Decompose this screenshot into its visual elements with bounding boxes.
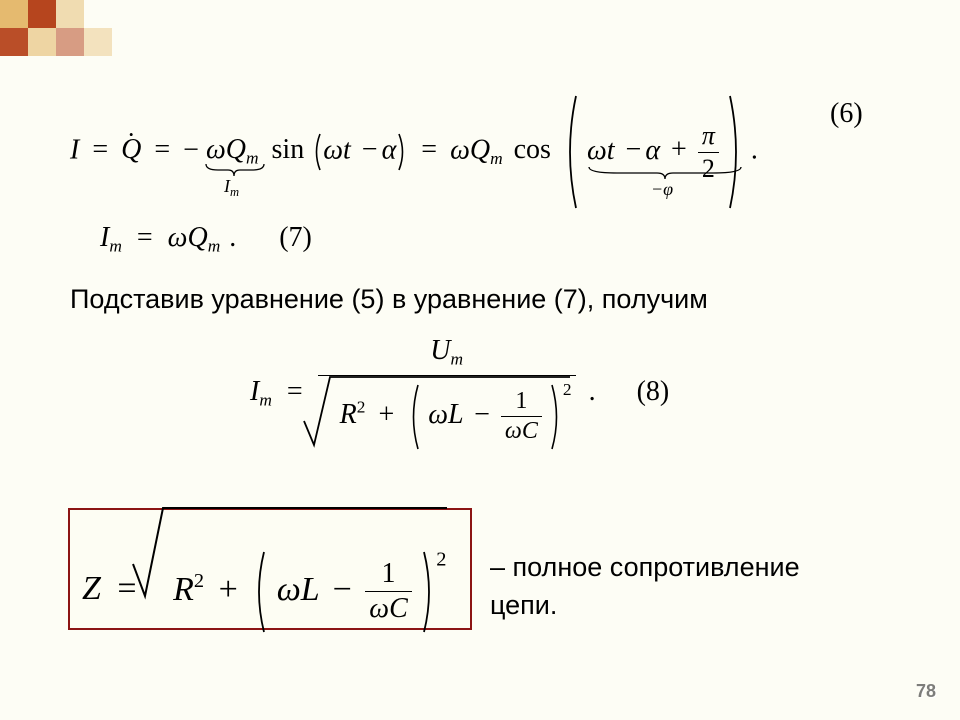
letter-t: t (607, 134, 615, 165)
omega: ω (323, 134, 343, 165)
cos: cos (514, 134, 551, 165)
letter-i: I (250, 376, 259, 407)
omega: ω (450, 134, 470, 165)
paren-group-small: ωt −α (311, 132, 408, 172)
letter-q: Q (187, 222, 207, 253)
equals-sign: = (137, 222, 153, 253)
subscript-m: m (490, 149, 503, 168)
dot-accent: • (129, 128, 133, 143)
equation-7: Im = ωQm . (7) (100, 222, 312, 257)
letter-i: I (100, 222, 109, 253)
right-paren-icon (396, 132, 408, 172)
letter-q: Q (226, 134, 246, 165)
minus-sign: − (183, 134, 199, 165)
omega: ω (206, 134, 226, 165)
right-big-paren-icon (726, 92, 744, 212)
left-big-paren-icon (562, 92, 580, 212)
equals-sign: = (421, 134, 437, 165)
period: . (751, 134, 758, 165)
sqrt-group: R2 + ωL − 1 ωC 2 (153, 548, 446, 635)
equals-sign: = (92, 134, 108, 165)
subscript-m: m (259, 390, 272, 409)
fraction-eq8: Um R2 + ωL − 1 (318, 335, 576, 452)
equation-7-number: (7) (279, 222, 312, 253)
subscript-m: m (208, 237, 221, 256)
eq6-lhs: I (70, 134, 79, 165)
alpha: α (382, 134, 397, 165)
alpha: α (645, 134, 660, 165)
underbrace-label-minus-phi: −φ (651, 179, 673, 200)
omega-q-m-group: ωQm Im (206, 134, 259, 169)
paren-group-large: ωt −α + π 2 −φ (562, 92, 744, 212)
pi: π (698, 121, 719, 151)
minus-sign: − (362, 134, 378, 165)
boxed-equation: Z = R2 + ωL − 1 ωC 2 (68, 508, 472, 630)
plus-sign: + (671, 134, 687, 165)
body-text-substitute: Подставив уравнение (5) в уравнение (7),… (70, 284, 708, 315)
page-number: 78 (916, 681, 936, 702)
sqrt-group: R2 + ωL − 1 ωC 2 (322, 381, 572, 452)
equation-6-number: (6) (830, 98, 863, 130)
sqrt-icon (131, 504, 451, 604)
q-dot: Q • (121, 134, 141, 166)
equation-8: Im = Um R2 + ωL − (250, 335, 669, 452)
equation-6: I = Q • = − ωQm Im sin ωt −α = ωQm cos (70, 92, 758, 212)
letter-u: U (430, 335, 450, 366)
subscript-m: m (450, 350, 463, 369)
underbrace-label-im: Im (224, 176, 239, 200)
period: . (229, 222, 236, 253)
subscript-m: m (109, 237, 122, 256)
equation-8-number: (8) (637, 376, 670, 407)
minus-sign: − (626, 134, 642, 165)
period: . (589, 376, 596, 407)
sqrt-icon (302, 375, 572, 453)
letter-z: Z (82, 570, 101, 607)
letter-q: Q (470, 134, 490, 165)
left-paren-icon (311, 132, 323, 172)
equals-sign: = (287, 376, 303, 407)
omega: ω (587, 134, 607, 165)
letter-t: t (343, 134, 351, 165)
boxed-equation-content: Z = R2 + ωL − 1 ωC 2 (82, 548, 446, 635)
sin: sin (272, 134, 305, 165)
equals-sign: = (154, 134, 170, 165)
slide: I = Q • = − ωQm Im sin ωt −α = ωQm cos (0, 0, 960, 720)
caption-line-2: цепи. (490, 590, 557, 621)
caption-line-1: – полное сопротивление (490, 552, 800, 583)
omega: ω (168, 222, 188, 253)
